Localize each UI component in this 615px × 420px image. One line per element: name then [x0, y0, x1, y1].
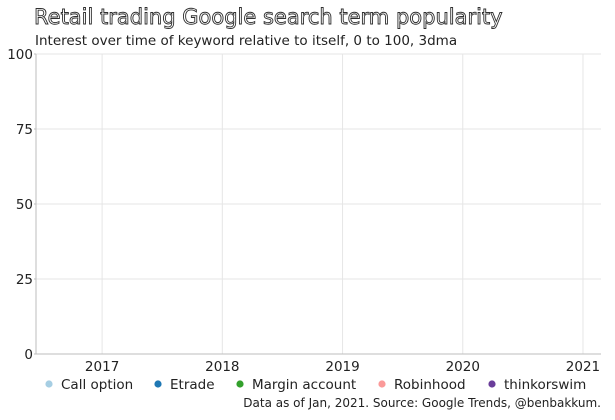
legend-label: Etrade [170, 377, 215, 393]
x-tick-label: 2019 [325, 359, 359, 375]
gridlines [36, 53, 601, 354]
legend-swatch [236, 380, 244, 388]
y-tick-label: 100 [7, 47, 33, 63]
axes: 0 25 50 75 100 2017 2018 2019 2020 2021 [7, 47, 601, 375]
legend-label: Margin account [252, 377, 356, 393]
legend-label: Call option [61, 377, 133, 393]
y-tick-label: 50 [16, 197, 33, 213]
x-tick-label: 2017 [85, 359, 119, 375]
y-tick-label: 0 [24, 347, 33, 363]
legend: Call option Etrade Margin account Robinhood… [45, 377, 586, 393]
legend-swatch [154, 380, 162, 388]
legend-swatch [378, 380, 386, 388]
legend-label: thinkorswim [504, 377, 586, 393]
y-tick-label: 25 [16, 272, 33, 288]
x-tick-label: 2018 [205, 359, 239, 375]
legend-label: Robinhood [394, 377, 466, 393]
x-tick-label: 2020 [446, 359, 480, 375]
x-tick-label: 2021 [566, 359, 600, 375]
legend-swatch [45, 380, 53, 388]
legend-swatch [488, 380, 496, 388]
chart-subtitle: Interest over time of keyword relative t… [35, 33, 457, 49]
source-note: Data as of Jan, 2021. Source: Google Tre… [243, 396, 601, 410]
y-tick-label: 75 [16, 122, 33, 138]
chart-title: Retail trading Google search term popula… [34, 5, 503, 29]
